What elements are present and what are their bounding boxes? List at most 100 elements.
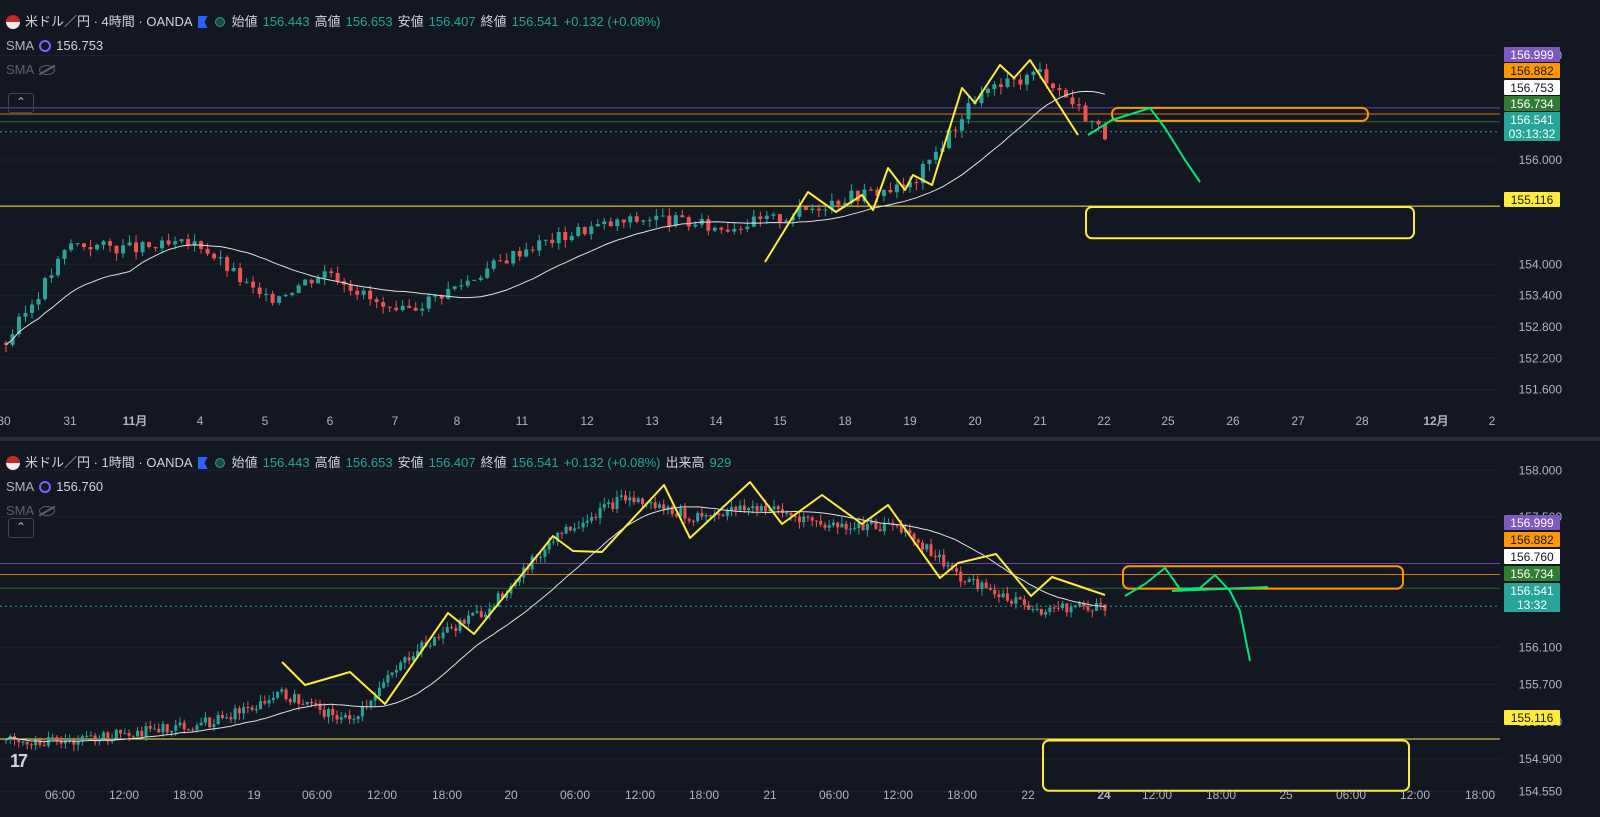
flag-icon[interactable] [197,457,208,469]
candle-body [68,738,72,741]
candle-body [1031,609,1035,611]
time-axis-label: 19 [247,788,261,802]
candle-body [63,740,67,744]
candle-body [394,307,399,311]
candle-body [908,529,912,534]
candle-body [36,299,41,305]
candle-body [894,184,899,193]
candle-body [768,509,772,512]
time-axis-label: 15 [773,414,787,428]
price-tag [1504,549,1560,564]
candle-body [229,717,233,720]
candle-body [446,288,451,299]
time-axis-label: 13 [645,414,659,428]
candle-body [793,515,797,517]
sma2-row[interactable]: SMA [6,58,661,82]
candle-body [1073,605,1077,608]
candle-body [297,694,301,704]
time-axis-label: 27 [1291,414,1305,428]
candle-body [1044,69,1049,84]
time-axis-label: 18:00 [947,788,977,802]
sma2-label[interactable]: SMA [6,62,35,77]
chart-pane-4h[interactable]: 158.000156.000154.000153.400152.800152.2… [0,0,1600,438]
candle-body [348,715,352,720]
candle-body [764,215,769,219]
candle-body [355,290,360,295]
candle-body [326,708,330,717]
candle-body [861,522,865,531]
sma-label[interactable]: SMA [6,38,35,53]
candle-body [459,285,464,287]
sma-row[interactable]: SMA 156.760 [6,475,731,499]
candle-body [602,504,606,508]
candle-body [174,725,178,731]
candle-body [980,582,984,590]
symbol-title[interactable]: 米ドル／円 · 1時間 · OANDA [25,455,193,470]
trend-zigzag-line [281,481,1106,705]
price-tag [1504,112,1560,127]
candle-body [607,502,611,505]
candle-body [862,189,867,202]
candle-body [59,740,63,744]
candle-body [797,516,801,523]
candle-body [806,516,810,518]
candle-body [719,227,724,230]
candle-body [127,242,132,246]
tradingview-logo-icon[interactable]: 17 [10,751,28,771]
collapse-legend-button[interactable]: ⌃ [8,518,34,538]
candle-body [186,729,190,731]
candle-body [34,739,38,746]
candle-body [131,735,135,737]
candle-body [1076,104,1081,106]
candle-body [237,708,241,714]
candle-body [381,302,386,307]
candle-body [93,735,97,742]
time-axis-label: 28 [1355,414,1369,428]
candle-body [959,119,964,131]
candle-body [907,182,912,188]
candle-body [335,715,339,720]
price-chart-1h[interactable]: 158.000157.500156.100155.700155.300154.9… [0,441,1600,817]
flag-icon[interactable] [197,16,208,28]
candle-body [758,216,763,219]
candle-body [21,741,25,743]
sma-row[interactable]: SMA 156.753 [6,34,661,58]
price-tag [1504,192,1560,207]
candle-body [4,739,8,741]
candle-body [666,506,670,510]
sma2-label[interactable]: SMA [6,503,35,518]
candle-body [621,219,626,223]
symbol-title[interactable]: 米ドル／円 · 4時間 · OANDA [25,14,193,29]
hidden-eye-icon[interactable] [39,65,56,75]
chart-pane-1h[interactable]: 158.000157.500156.100155.700155.300154.9… [0,441,1600,817]
candle-body [140,730,144,737]
sma-label[interactable]: SMA [6,479,35,494]
time-axis-label: 20 [504,788,518,802]
candle-body [462,619,466,624]
candle-body [653,502,657,508]
candle-body [992,84,997,89]
candle-body [293,694,297,703]
candle-body [173,241,178,245]
candle-body [496,593,500,607]
time-axis-label: 5 [262,414,269,428]
price-chart-4h[interactable]: 158.000156.000154.000153.400152.800152.2… [0,0,1600,438]
low-value: 156.407 [428,14,476,29]
candle-body [1014,597,1018,604]
sma2-row[interactable]: SMA [6,499,731,523]
candle-body [615,497,619,510]
candle-body [662,504,666,510]
candle-body [993,589,997,595]
candle-body [80,736,84,742]
price-tag [1504,710,1560,725]
candle-body [878,529,882,532]
candle-body [454,628,458,631]
sma-line [5,506,1106,743]
pane-divider[interactable] [0,437,1600,441]
time-axis-label: 25 [1161,414,1175,428]
candle-body [829,200,834,210]
candle-body [428,645,432,647]
hidden-eye-icon[interactable] [39,506,56,516]
candle-body [51,737,55,739]
collapse-legend-button[interactable]: ⌃ [8,93,34,113]
